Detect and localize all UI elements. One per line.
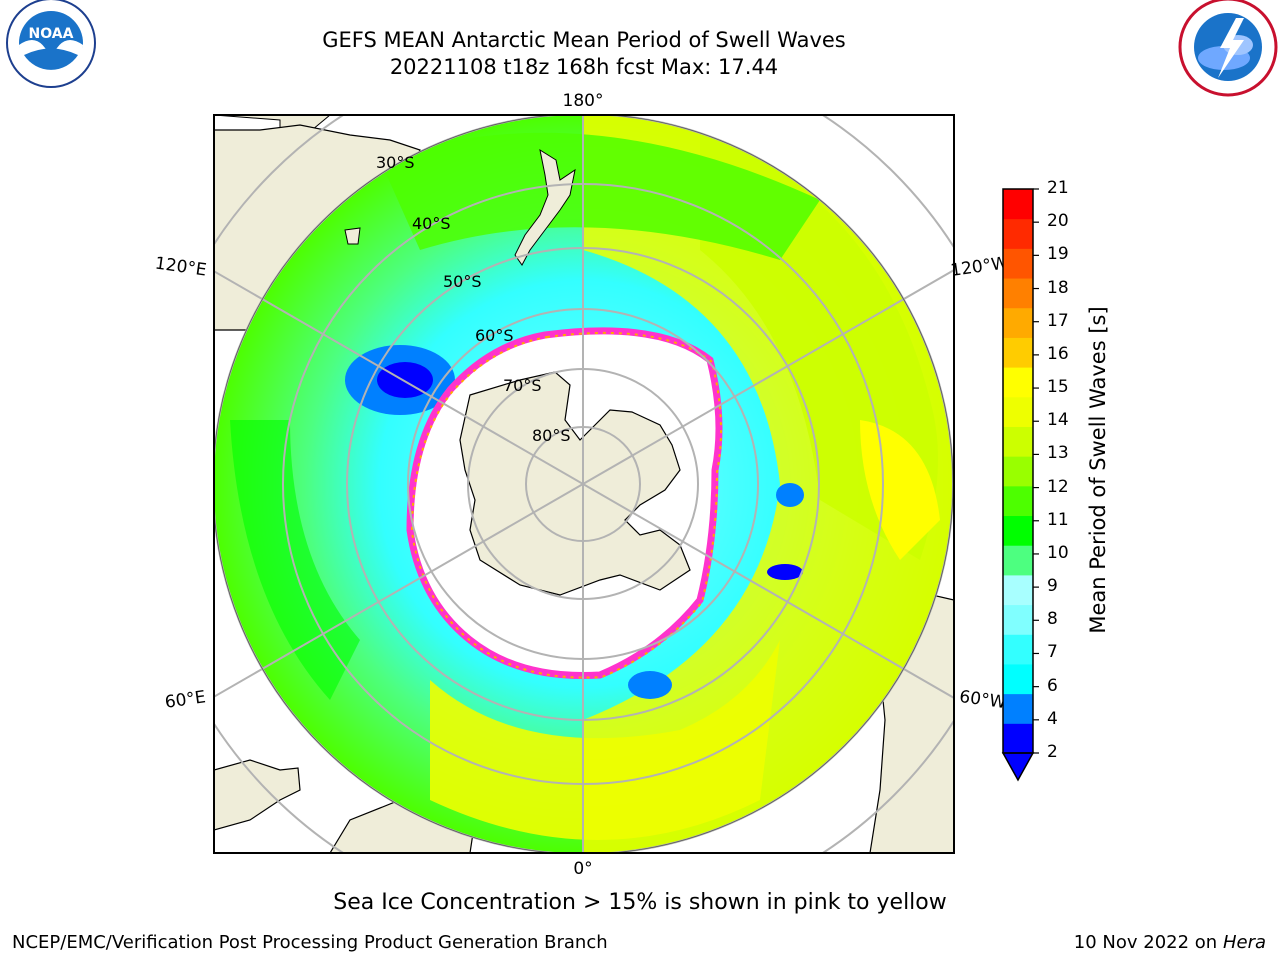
colorbar-tick-label: 4 <box>1047 708 1058 729</box>
colorbar-bin <box>1003 426 1033 457</box>
colorbar-tick-label: 12 <box>1047 476 1069 497</box>
colorbar <box>1001 188 1039 782</box>
colorbar-tick-label: 8 <box>1047 609 1058 630</box>
map-axes: 30°S 40°S 50°S 60°S 70°S 80°S <box>214 115 954 853</box>
colorbar-title: Mean Period of Swell Waves [s] <box>1086 306 1110 634</box>
colorbar-extend-min <box>1001 752 1035 782</box>
colorbar-bin <box>1003 456 1033 487</box>
lon-label-upper-right: 120°W <box>949 253 1009 281</box>
chart-title: GEFS MEAN Antarctic Mean Period of Swell… <box>322 28 846 52</box>
colorbar-tick-label: 10 <box>1047 542 1069 563</box>
swell-period-field <box>214 115 953 853</box>
colorbar-tick-label: 19 <box>1047 244 1069 265</box>
colorbar-bin <box>1003 485 1033 517</box>
lat-label-80s: 80°S <box>532 426 571 445</box>
colorbar-tick-label: 17 <box>1047 310 1069 331</box>
colorbar-bin <box>1003 218 1033 249</box>
colorbar-bin <box>1003 189 1033 220</box>
footer-machine: Hera <box>1222 932 1266 953</box>
lon-label-top: 180° <box>563 91 604 111</box>
footer-date-text: 10 Nov 2022 on <box>1073 932 1218 953</box>
colorbar-tick-label: 11 <box>1047 509 1069 530</box>
nws-logo <box>1178 0 1278 97</box>
colorbar-tick-label: 20 <box>1047 211 1069 232</box>
colorbar-bin <box>1003 396 1033 427</box>
colorbar-bin <box>1003 248 1033 279</box>
noaa-logo-text: NOAA <box>29 26 74 42</box>
colorbar-bin <box>1003 574 1033 606</box>
colorbar-tick-label: 13 <box>1047 443 1069 464</box>
lat-label-60s: 60°S <box>475 326 514 345</box>
chart-subtitle: 20221108 t18z 168h fcst Max: 17.44 <box>389 55 779 79</box>
sea-ice-caption: Sea Ice Concentration > 15% is shown in … <box>333 890 947 915</box>
footer-date: 10 Nov 2022 on Hera <box>1074 932 1266 953</box>
lat-label-50s: 50°S <box>443 272 482 291</box>
footer-credit: NCEP/EMC/Verification Post Processing Pr… <box>12 932 608 953</box>
colorbar-tick-label: 2 <box>1047 742 1058 762</box>
lat-label-70s: 70°S <box>503 376 542 395</box>
noaa-logo: NOAA <box>6 0 96 88</box>
colorbar-tick-label: 6 <box>1047 675 1058 696</box>
colorbar-bin <box>1003 723 1033 754</box>
colorbar-tick-label: 16 <box>1047 343 1069 364</box>
colorbar-bin <box>1003 337 1033 368</box>
colorbar-bin <box>1003 278 1033 309</box>
colorbar-bin <box>1003 604 1033 635</box>
map-frame <box>213 114 955 854</box>
colorbar-tick-label: 18 <box>1047 277 1069 298</box>
lat-label-30s: 30°S <box>376 153 415 172</box>
colorbar-tick-label: 7 <box>1047 642 1058 663</box>
lon-label-upper-left: 120°E <box>154 254 208 281</box>
lon-label-lower-left: 60°E <box>164 687 207 712</box>
colorbar-bin <box>1003 367 1033 398</box>
colorbar-outline <box>1002 188 1034 754</box>
colorbar-bin <box>1003 307 1033 338</box>
colorbar-bin <box>1003 545 1033 576</box>
lon-label-lower-right: 60°W <box>958 687 1007 713</box>
colorbar-tick-label: 9 <box>1047 576 1058 597</box>
colorbar-bin <box>1003 634 1033 665</box>
colorbar-tick-label: 14 <box>1047 410 1069 431</box>
colorbar-bin <box>1003 663 1033 695</box>
colorbar-tick-label: 15 <box>1047 377 1069 398</box>
lon-label-bottom: 0° <box>573 859 592 879</box>
colorbar-tick-label: 21 <box>1047 178 1069 198</box>
colorbar-bin <box>1003 693 1033 724</box>
lat-label-40s: 40°S <box>412 214 451 233</box>
colorbar-bin <box>1003 515 1033 546</box>
